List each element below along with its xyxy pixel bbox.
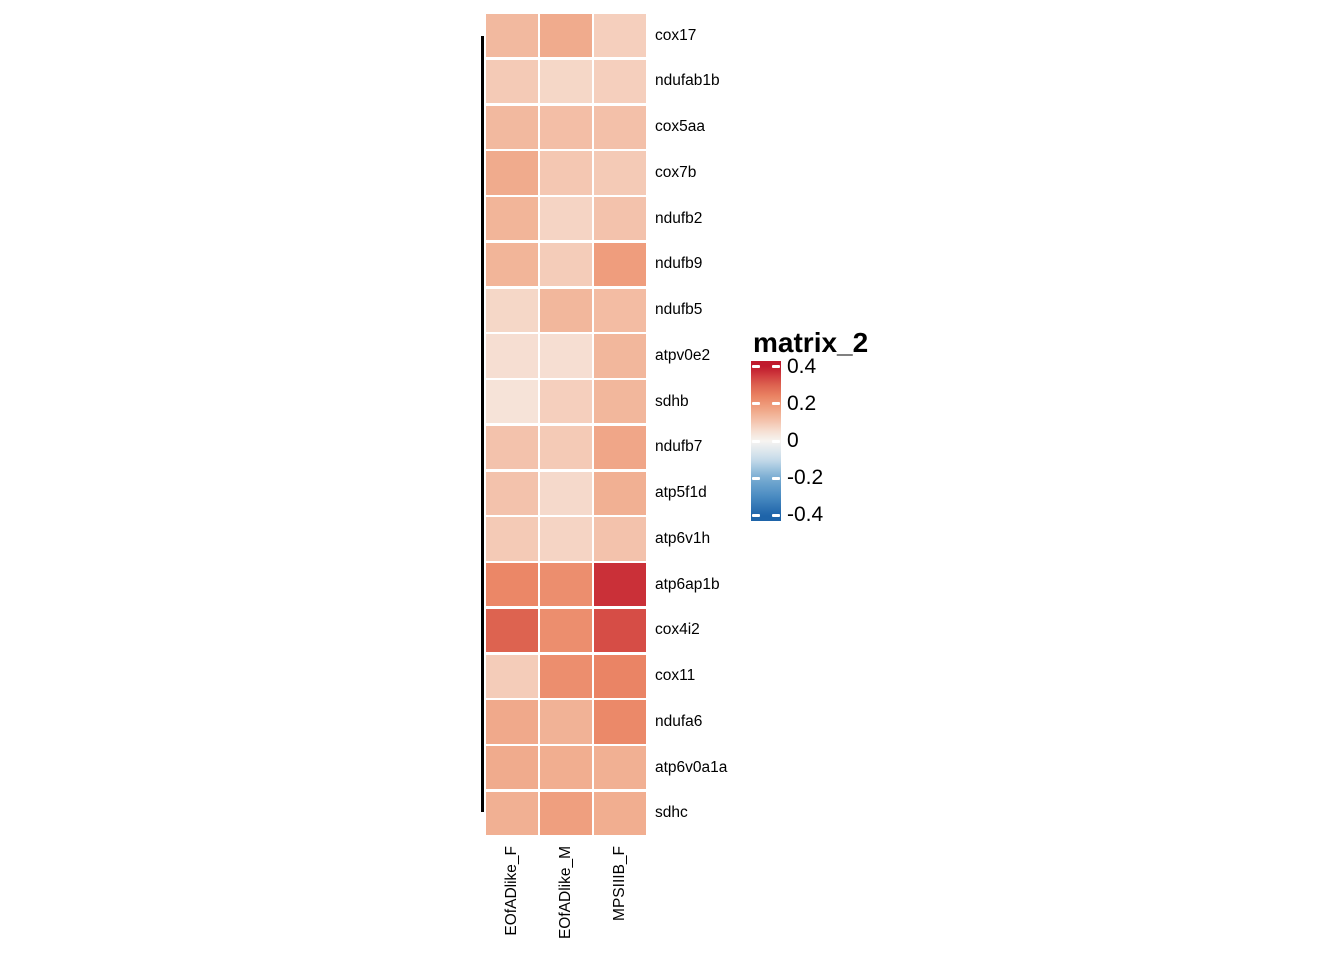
- row-label: ndufb9: [655, 255, 703, 273]
- row-label: sdhc: [655, 804, 688, 822]
- legend-tick-mark: [772, 476, 780, 480]
- legend-tick-label: 0.2: [787, 391, 817, 415]
- heatmap-cell: [486, 517, 538, 561]
- heatmap-cell: [486, 700, 538, 744]
- heatmap-cell: [540, 288, 592, 332]
- row-label: ndufa6: [655, 712, 703, 730]
- row-label: ndufb5: [655, 301, 703, 319]
- heatmap-cell: [594, 197, 646, 241]
- row-label: cox7b: [655, 163, 697, 181]
- heatmap-cell: [486, 242, 538, 286]
- heatmap-cell: [540, 654, 592, 698]
- row-label: cox11: [655, 667, 696, 685]
- row-annotation-line: [481, 36, 484, 812]
- legend-tick-mark: [752, 439, 760, 443]
- heatmap-cell: [594, 14, 646, 58]
- heatmap-cell: [540, 242, 592, 286]
- legend-tick-label: -0.2: [787, 466, 824, 490]
- row-label: sdhb: [655, 392, 689, 410]
- heatmap-cell: [486, 151, 538, 195]
- heatmap-cell: [594, 59, 646, 103]
- column-label: EOfADlike_F: [502, 846, 520, 936]
- legend-tick-mark: [752, 513, 760, 517]
- heatmap-cell: [540, 197, 592, 241]
- row-label: cox4i2: [655, 621, 700, 639]
- row-label: ndufab1b: [655, 72, 720, 90]
- legend-tick-mark: [752, 476, 760, 480]
- heatmap-cell: [540, 471, 592, 515]
- heatmap-cell: [486, 471, 538, 515]
- heatmap-cell: [540, 105, 592, 149]
- heatmap-cell: [594, 608, 646, 652]
- row-label: atp6v1h: [655, 529, 711, 547]
- legend-tick-mark: [752, 402, 760, 406]
- heatmap-cell: [594, 380, 646, 424]
- heatmap-cell: [540, 517, 592, 561]
- heatmap-cell: [594, 563, 646, 607]
- heatmap-cell: [594, 517, 646, 561]
- heatmap-cell: [594, 334, 646, 378]
- heatmap-cell: [486, 654, 538, 698]
- row-label: atpv0e2: [655, 346, 711, 364]
- legend-tick-mark: [772, 402, 780, 406]
- heatmap-cell: [594, 242, 646, 286]
- heatmap-cell: [594, 151, 646, 195]
- row-label: cox17: [655, 26, 697, 44]
- heatmap-cell: [486, 105, 538, 149]
- heatmap-cell: [540, 425, 592, 469]
- row-label: cox5aa: [655, 118, 705, 136]
- heatmap-grid: [486, 14, 646, 835]
- heatmap-cell: [540, 14, 592, 58]
- column-label: EOfADlike_M: [557, 846, 574, 940]
- heatmap-cell: [486, 380, 538, 424]
- heatmap-cell: [540, 59, 592, 103]
- legend-tick-label: -0.4: [787, 503, 824, 527]
- legend-tick-label: 0: [787, 429, 799, 452]
- heatmap-cell: [486, 791, 538, 835]
- heatmap-cell: [486, 425, 538, 469]
- heatmap-cell: [594, 471, 646, 515]
- heatmap-cell: [540, 791, 592, 835]
- legend-colorbar: 0.4 0.2 0 -0.2 -0.4: [751, 355, 823, 526]
- row-label: atp6v0a1a: [655, 758, 728, 776]
- heatmap-cell: [594, 746, 646, 790]
- heatmap-cell: [540, 746, 592, 790]
- row-labels: cox17 ndufab1b cox5aa cox7b ndufb2 ndufb9 nduf…: [655, 14, 795, 835]
- heatmap-cell: [486, 197, 538, 241]
- column-label: MPSIIIB_F: [611, 846, 629, 921]
- row-label: atp5f1d: [655, 484, 707, 502]
- heatmap-cell: [486, 59, 538, 103]
- heatmap-cell: [594, 288, 646, 332]
- row-label: ndufb2: [655, 209, 703, 227]
- heatmap-cell: [486, 334, 538, 378]
- row-label: atp6ap1b: [655, 575, 720, 593]
- heatmap-cell: [540, 700, 592, 744]
- legend-tick-mark: [772, 513, 780, 517]
- legend-tick-mark: [772, 365, 780, 369]
- legend-tick-label: 0.4: [787, 354, 817, 378]
- heatmap-cell: [540, 334, 592, 378]
- heatmap-cell: [486, 14, 538, 58]
- legend-title: matrix_2: [753, 327, 869, 358]
- heatmap-cell: [594, 654, 646, 698]
- heatmap-cell: [486, 563, 538, 607]
- heatmap-cell: [594, 425, 646, 469]
- heatmap-cell: [540, 608, 592, 652]
- heatmap-cell: [486, 608, 538, 652]
- legend-tick-mark: [752, 365, 760, 369]
- heatmap-cell: [594, 105, 646, 149]
- row-label: ndufb7: [655, 438, 703, 456]
- heatmap-cell: [540, 563, 592, 607]
- heatmap-cell: [540, 151, 592, 195]
- heatmap-cell: [486, 746, 538, 790]
- heatmap-cell: [594, 791, 646, 835]
- heatmap-cell: [540, 380, 592, 424]
- heatmap-cell: [486, 288, 538, 332]
- heatmap-cell: [594, 700, 646, 744]
- legend-tick-mark: [772, 439, 780, 443]
